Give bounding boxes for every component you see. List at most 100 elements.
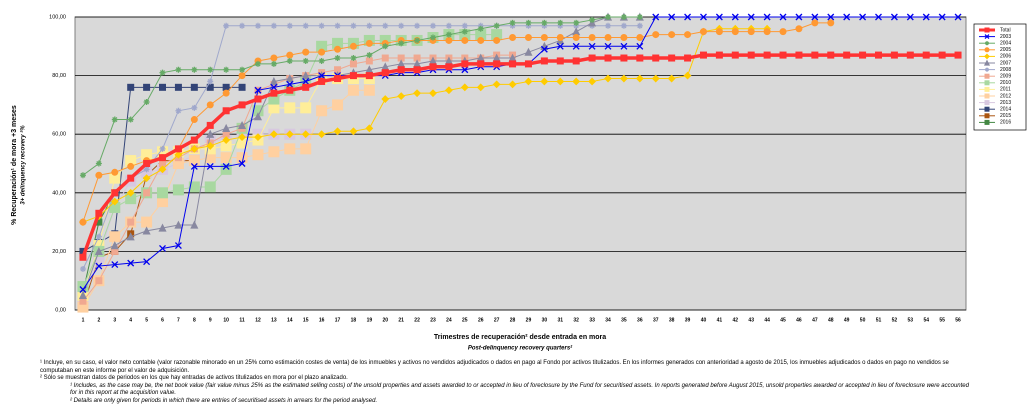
point (175, 107, 182, 114)
point (684, 31, 692, 39)
point (286, 80, 294, 88)
point (461, 22, 468, 29)
point (683, 71, 692, 80)
point (604, 42, 612, 50)
x-tick-label: 55 (939, 317, 945, 323)
point (572, 42, 580, 50)
x-tick-label: 21 (398, 317, 404, 323)
point (922, 51, 930, 59)
point (954, 13, 962, 21)
point (381, 69, 389, 77)
point (143, 258, 151, 266)
series-line (82, 16, 640, 296)
point (127, 116, 134, 123)
point (668, 13, 676, 21)
point (223, 22, 230, 29)
point (95, 160, 102, 167)
point (190, 136, 198, 144)
point (286, 51, 294, 59)
footnote: ¹ Includes, as the case may be, the net … (70, 382, 969, 397)
point (524, 47, 533, 56)
x-tick-label: 7 (177, 317, 180, 323)
x-tick-label: 52 (892, 317, 898, 323)
point (79, 297, 87, 305)
x-tick-label: 15 (303, 317, 309, 323)
legend-marker (984, 53, 990, 60)
point (253, 112, 263, 121)
x-subtitle: Post-delinquency recovery quarters² (468, 345, 573, 352)
point (795, 13, 803, 21)
point (938, 51, 946, 59)
point (159, 145, 166, 152)
x-tick-label: 8 (193, 317, 196, 323)
legend-label: 2004 (1000, 41, 1011, 47)
point (159, 154, 167, 162)
x-tick-label: 1 (82, 317, 85, 323)
point (188, 155, 200, 167)
x-tick-label: 13 (271, 317, 277, 323)
legend-label: 2016 (1000, 120, 1011, 126)
point (636, 42, 644, 50)
x-tick-label: 36 (637, 317, 643, 323)
point (349, 127, 358, 136)
legend-label: 2010 (1000, 80, 1011, 86)
point (509, 34, 517, 42)
legend-marker (984, 27, 990, 33)
point (174, 220, 183, 229)
legend-label: 2008 (1000, 67, 1011, 73)
point (668, 54, 676, 62)
point (190, 144, 199, 153)
point (652, 54, 660, 62)
x-tick-label: 25 (462, 317, 468, 323)
point (715, 13, 723, 21)
point (334, 45, 342, 53)
point (270, 60, 277, 67)
point (206, 129, 215, 138)
point (636, 34, 644, 42)
point (477, 25, 484, 32)
legend-box (973, 23, 1027, 131)
point (174, 83, 182, 91)
point (206, 162, 214, 170)
point (476, 83, 485, 92)
point (365, 39, 373, 47)
point (347, 84, 359, 96)
point (190, 83, 198, 91)
legend-label: 2003 (1000, 34, 1011, 40)
point (269, 130, 278, 139)
point (556, 42, 564, 50)
legend-marker (983, 59, 991, 66)
point (239, 22, 246, 29)
point (350, 22, 357, 29)
point (827, 19, 835, 27)
point (79, 172, 86, 179)
point (747, 13, 755, 21)
point (382, 22, 389, 29)
legend-marker (984, 119, 990, 125)
point (763, 51, 771, 59)
point (397, 92, 406, 101)
y-tick-label: 100,00 (49, 14, 66, 20)
x-tick-label: 35 (621, 317, 627, 323)
point (363, 84, 375, 96)
point (572, 57, 580, 65)
point (524, 60, 532, 68)
x-tick-label: 18 (351, 317, 357, 323)
legend-marker (985, 67, 989, 72)
point (699, 51, 707, 59)
point (906, 13, 914, 21)
point (540, 57, 548, 65)
point (301, 130, 310, 139)
point (269, 77, 278, 86)
point (222, 83, 230, 91)
x-tick-label: 19 (367, 317, 373, 323)
point (95, 277, 103, 285)
point (445, 36, 453, 44)
point (158, 223, 167, 232)
point (366, 22, 373, 29)
point (460, 83, 469, 92)
x-tick-label: 31 (557, 317, 563, 323)
point (461, 28, 468, 35)
point (700, 13, 707, 21)
x-tick-label: 4 (129, 317, 132, 323)
